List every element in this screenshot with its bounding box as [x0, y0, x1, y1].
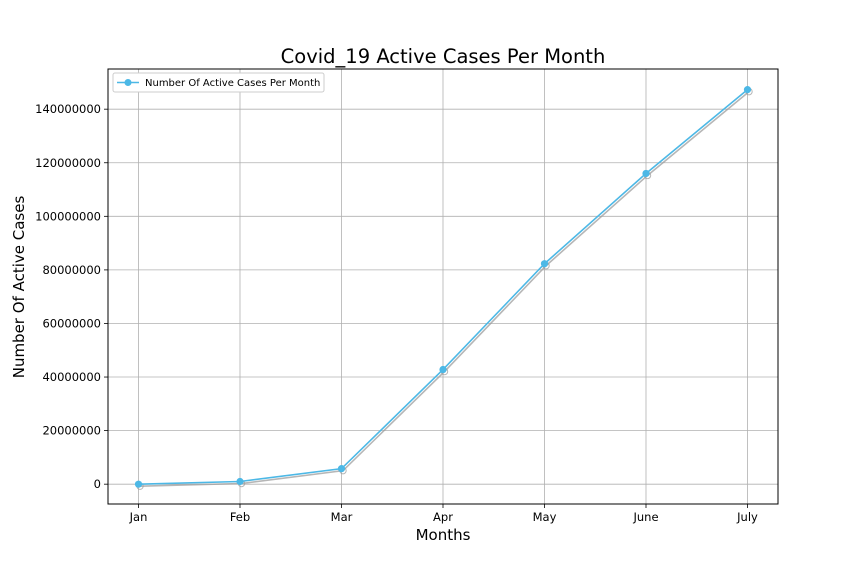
y-axis-ticks: 0 20000000 40000000 60000000 80000000 1000000… — [35, 102, 108, 491]
x-tick-label: June — [632, 510, 658, 524]
y-tick-label: 0 — [94, 477, 101, 491]
chart-title: Covid_19 Active Cases Per Month — [281, 45, 606, 68]
series-layer — [134, 86, 752, 488]
x-tick-label: Feb — [230, 510, 250, 524]
data-point — [337, 465, 346, 473]
x-tick-label: Jan — [129, 510, 148, 524]
x-axis-ticks: Jan Feb Mar Apr May June July — [129, 504, 758, 524]
data-point — [236, 477, 244, 486]
legend-label: Number Of Active Cases Per Month — [145, 78, 320, 89]
data-point — [540, 260, 549, 268]
x-axis-title: Months — [416, 526, 471, 544]
series-shadow-line — [139, 91, 750, 487]
legend-marker-swatch — [124, 79, 132, 86]
series-shadow — [136, 87, 753, 490]
y-tick-label: 140000000 — [35, 102, 101, 116]
data-point — [743, 86, 752, 94]
data-point — [439, 365, 447, 374]
legend-box — [112, 72, 325, 93]
y-axis-title: Number Of Active Cases — [10, 196, 28, 379]
grid-layer — [108, 69, 778, 504]
y-tick-label: 40000000 — [42, 370, 101, 384]
x-tick-label: May — [533, 510, 557, 524]
y-tick-label: 20000000 — [42, 424, 101, 438]
y-tick-label: 60000000 — [42, 316, 101, 330]
data-point — [642, 169, 650, 178]
legend: Number Of Active Cases Per Month — [112, 72, 325, 93]
y-tick-label: 80000000 — [42, 263, 101, 277]
x-tick-label: July — [736, 510, 758, 524]
y-tick-label: 120000000 — [35, 156, 101, 170]
x-tick-label: Mar — [331, 510, 353, 524]
data-point — [134, 480, 143, 488]
y-tick-label: 100000000 — [35, 209, 101, 223]
x-tick-label: Apr — [433, 510, 453, 524]
